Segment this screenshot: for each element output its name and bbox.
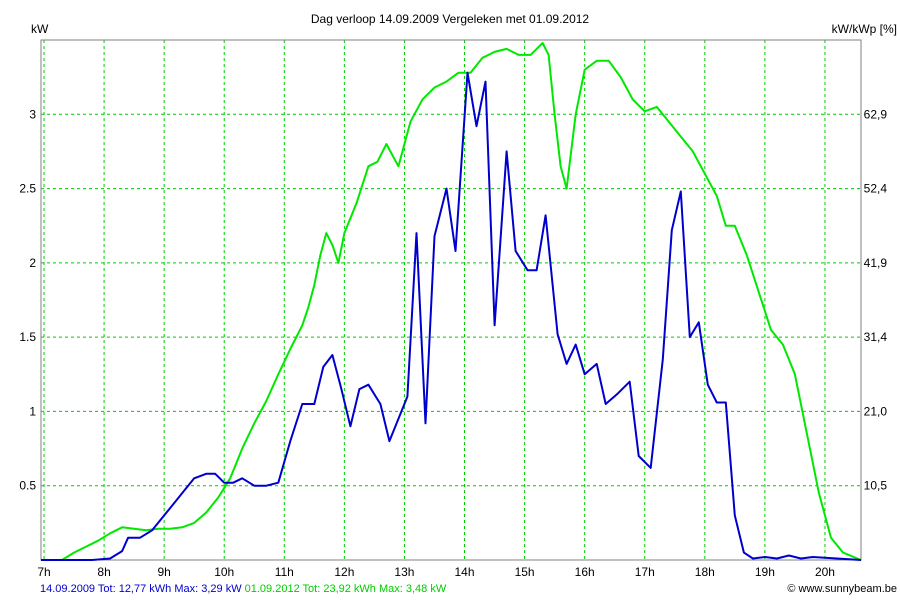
x-tick-label: 8h: [97, 565, 110, 579]
y-tick-label-right: 10,5: [864, 479, 888, 493]
x-tick-label: 11h: [275, 565, 294, 579]
chart-title: Dag verloop 14.09.2009 Vergeleken met 01…: [311, 12, 590, 26]
credit-link[interactable]: © www.sunnybeam.be: [787, 583, 897, 595]
legend-2009: 14.09.2009 Tot: 12,77 kWh Max: 3,29 kW: [40, 583, 242, 595]
x-tick-label: 13h: [394, 565, 414, 579]
x-tick-label: 15h: [515, 565, 535, 579]
x-tick-label: 16h: [575, 565, 595, 579]
y-axis-label-left: kW: [31, 22, 49, 36]
x-tick-label: 18h: [695, 565, 715, 579]
y-tick-label-left: 2.5: [19, 182, 36, 196]
x-tick-label: 9h: [157, 565, 170, 579]
y-tick-label-right: 31,4: [864, 330, 888, 344]
series: [41, 42, 862, 561]
x-tick-label: 12h: [334, 565, 354, 579]
y-tick-label-right: 41,9: [864, 256, 888, 270]
y-tick-label-left: 1.5: [19, 330, 36, 344]
x-tick-label: 19h: [755, 565, 775, 579]
x-tick-label: 17h: [635, 565, 655, 579]
x-tick-label: 10h: [214, 565, 234, 579]
plot-frame: [40, 39, 862, 561]
tick-labels: 7h 8h 9h 10h 11h 12h 13h 14h 15h 16h 17h 18h 19h 20h 0…: [19, 107, 887, 579]
y-tick-label-right: 62,9: [864, 107, 888, 121]
grid: [41, 40, 861, 560]
x-tick-label: 7h: [37, 565, 50, 579]
y-tick-label-left: 2: [29, 256, 36, 270]
series-line-01-09-2012: [41, 42, 862, 561]
y-tick-label-left: 1: [29, 404, 36, 418]
x-tick-label: 14h: [455, 565, 475, 579]
y-tick-label-left: 3: [29, 107, 36, 121]
y-tick-label-right: 21,0: [864, 404, 888, 418]
y-tick-label-right: 52,4: [864, 182, 888, 196]
series-line-14-09-2009: [41, 71, 862, 561]
y-axis-label-right: kW/kWp [%]: [832, 22, 897, 36]
y-tick-label-left: 0.5: [19, 479, 36, 493]
legend-2012: 01.09.2012 Tot: 23,92 kWh Max: 3,48 kW: [244, 583, 447, 595]
x-tick-label: 20h: [815, 565, 835, 579]
